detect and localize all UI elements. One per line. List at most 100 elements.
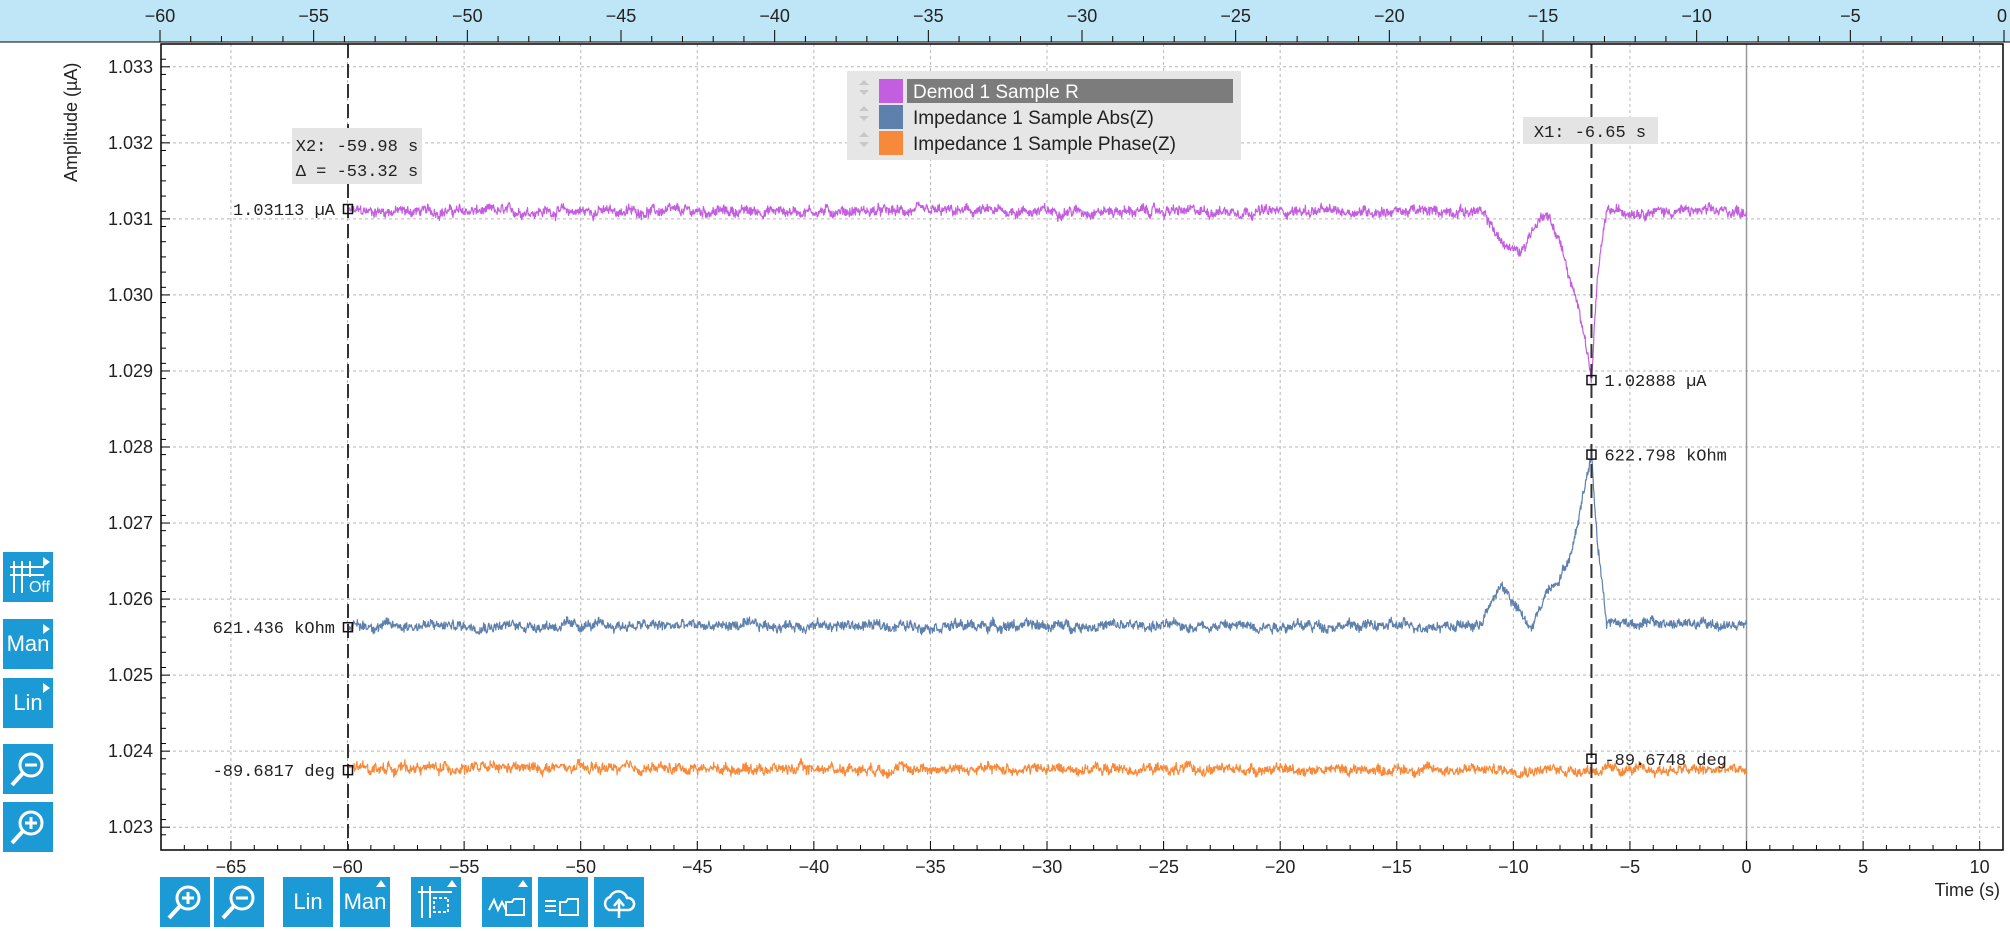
cursor-marker[interactable] [1586, 753, 1597, 765]
y-axis-tick-label: 1.024 [108, 741, 153, 761]
cursor-marker[interactable] [342, 203, 354, 215]
legend-sort-up-icon[interactable] [859, 106, 869, 111]
legend-entry-label[interactable]: Impedance 1 Sample Abs(Z) [913, 108, 1154, 129]
cursor-value-label: 1.03113 µA [233, 202, 336, 221]
cursor-value-label: 621.436 kOhm [213, 620, 335, 639]
x-axis-tick-label: −5 [1620, 857, 1641, 877]
series-line-1 [346, 201, 1748, 384]
cursor-marker[interactable] [342, 621, 354, 633]
series-line-2 [346, 454, 1748, 636]
cloud-upload-button[interactable] [594, 877, 644, 927]
zoom-in-y-button[interactable] [3, 802, 53, 852]
x-axis-label: Time (s) [1935, 880, 2000, 900]
y-axis-tick-label: 1.027 [108, 513, 153, 533]
y-axis-tick-label: 1.031 [108, 209, 153, 229]
y-axis-tick-label: 1.025 [108, 665, 153, 685]
cursor-grid-icon [416, 882, 456, 922]
top-axis-background [0, 0, 2010, 42]
legend-swatch [879, 105, 903, 129]
cursor-group[interactable]: 1.03113 µA 621.436 kOhm -89.6817 deg 1.0288… [213, 44, 1727, 850]
menu-arrow-icon [43, 683, 50, 693]
man-y-label: Man [6, 631, 50, 656]
menu-arrow-icon [376, 880, 386, 887]
cursor-marker[interactable] [1586, 449, 1597, 460]
cursor-delta-label: Δ = -53.32 s [296, 163, 418, 182]
cursor-button[interactable] [411, 877, 461, 927]
top-axis-tick-label: −20 [1374, 6, 1405, 26]
cursor-x2-label: X2: -59.98 s [296, 138, 418, 157]
y-axis-tick-label: 1.033 [108, 57, 153, 77]
x-axis-tick-label: −55 [449, 857, 480, 877]
x-axis-tick-label: 0 [1742, 857, 1752, 877]
grid-off-button[interactable]: Off [3, 552, 53, 602]
x-axis-tick-label: 5 [1858, 857, 1868, 877]
legend-sort-up-icon[interactable] [859, 132, 869, 137]
save-data-button[interactable] [538, 877, 588, 927]
menu-arrow-icon [43, 557, 50, 567]
legend-sort-down-icon[interactable] [859, 90, 869, 95]
cursor-marker[interactable] [342, 764, 354, 776]
top-axis-tick-label: −55 [298, 6, 329, 26]
legend-sort-down-icon[interactable] [859, 142, 869, 147]
zoom-in-x-button[interactable] [160, 877, 210, 927]
cursor-value-label: -89.6748 deg [1604, 752, 1726, 771]
top-axis-tick-label: −45 [606, 6, 637, 26]
series-line-3 [346, 757, 1748, 779]
man-x-button[interactable]: Man [340, 877, 390, 927]
plot-frame[interactable] [160, 43, 2004, 851]
series-group [346, 201, 1748, 779]
x-axis-tick-label: −60 [332, 857, 363, 877]
top-axis-tick-label: −50 [452, 6, 483, 26]
x-axis-tick-label: −50 [565, 857, 596, 877]
legend-entry-label[interactable]: Demod 1 Sample R [913, 82, 1079, 103]
top-axis-tick-label: 0 [1997, 6, 2007, 26]
top-axis-tick-label: −15 [1528, 6, 1559, 26]
cursor-value-label: 622.798 kOhm [1604, 448, 1726, 467]
cursor-x1-box [1523, 117, 1658, 144]
lin-x-button[interactable]: Lin [283, 877, 333, 927]
top-axis-tick-label: −10 [1681, 6, 1712, 26]
save-data-icon [542, 882, 584, 922]
lin-y-button[interactable]: Lin [3, 678, 53, 728]
zoom-out-icon [7, 748, 49, 790]
man-y-button[interactable]: Man [3, 619, 53, 669]
cursor-value-label: 1.02888 µA [1604, 373, 1707, 392]
x-axis-tick-label: 10 [1970, 857, 1990, 877]
y-axis-label: Amplitude (µA) [61, 63, 81, 182]
top-axis-tick-label: −5 [1840, 6, 1861, 26]
cursor-x2-box [292, 128, 422, 184]
zoom-out-x-button[interactable] [214, 877, 264, 927]
y-axis-tick-label: 1.028 [108, 437, 153, 457]
legend-sort-up-icon[interactable] [859, 80, 869, 85]
legend[interactable]: Demod 1 Sample R Impedance 1 Sample Abs(Z… [847, 71, 1241, 160]
legend-sort-down-icon[interactable] [859, 116, 869, 121]
lin-y-label: Lin [13, 690, 43, 715]
x-axis-tick-label: −65 [216, 857, 247, 877]
y-axis-tick-label: 1.030 [108, 285, 153, 305]
zoom-in-icon [7, 806, 49, 848]
x-axis-tick-label: −30 [1032, 857, 1063, 877]
x-axis-tick-label: −45 [682, 857, 713, 877]
x-axis-tick-label: −35 [915, 857, 946, 877]
legend-swatch [879, 131, 903, 155]
cursor-x1-label: X1: -6.65 s [1534, 124, 1646, 143]
menu-arrow-icon [43, 624, 50, 634]
x-axis-tick-label: −20 [1265, 857, 1296, 877]
man-x-label: Man [343, 889, 387, 914]
zoom-out-y-button[interactable] [3, 744, 53, 794]
legend-entry-label[interactable]: Impedance 1 Sample Phase(Z) [913, 134, 1176, 155]
y-axis-tick-label: 1.029 [108, 361, 153, 381]
cursor-value-label: -89.6817 deg [213, 763, 335, 782]
x-axis-tick-label: −40 [799, 857, 830, 877]
menu-arrow-icon [447, 880, 457, 887]
top-axis-tick-label: −35 [913, 6, 944, 26]
lin-x-label: Lin [293, 889, 323, 914]
top-axis-bar[interactable]: −60 −55 −50 −45 −40 −35 −30 −25 −20 −15 −10 −5 0 [0, 0, 2010, 43]
legend-swatch [879, 79, 903, 103]
top-axis-tick-label: −40 [759, 6, 790, 26]
x-axis-tick-label: −15 [1381, 857, 1412, 877]
x-axis-tick-label: −10 [1498, 857, 1529, 877]
cursor-marker[interactable] [1586, 374, 1597, 386]
save-plot-button[interactable] [482, 877, 532, 927]
